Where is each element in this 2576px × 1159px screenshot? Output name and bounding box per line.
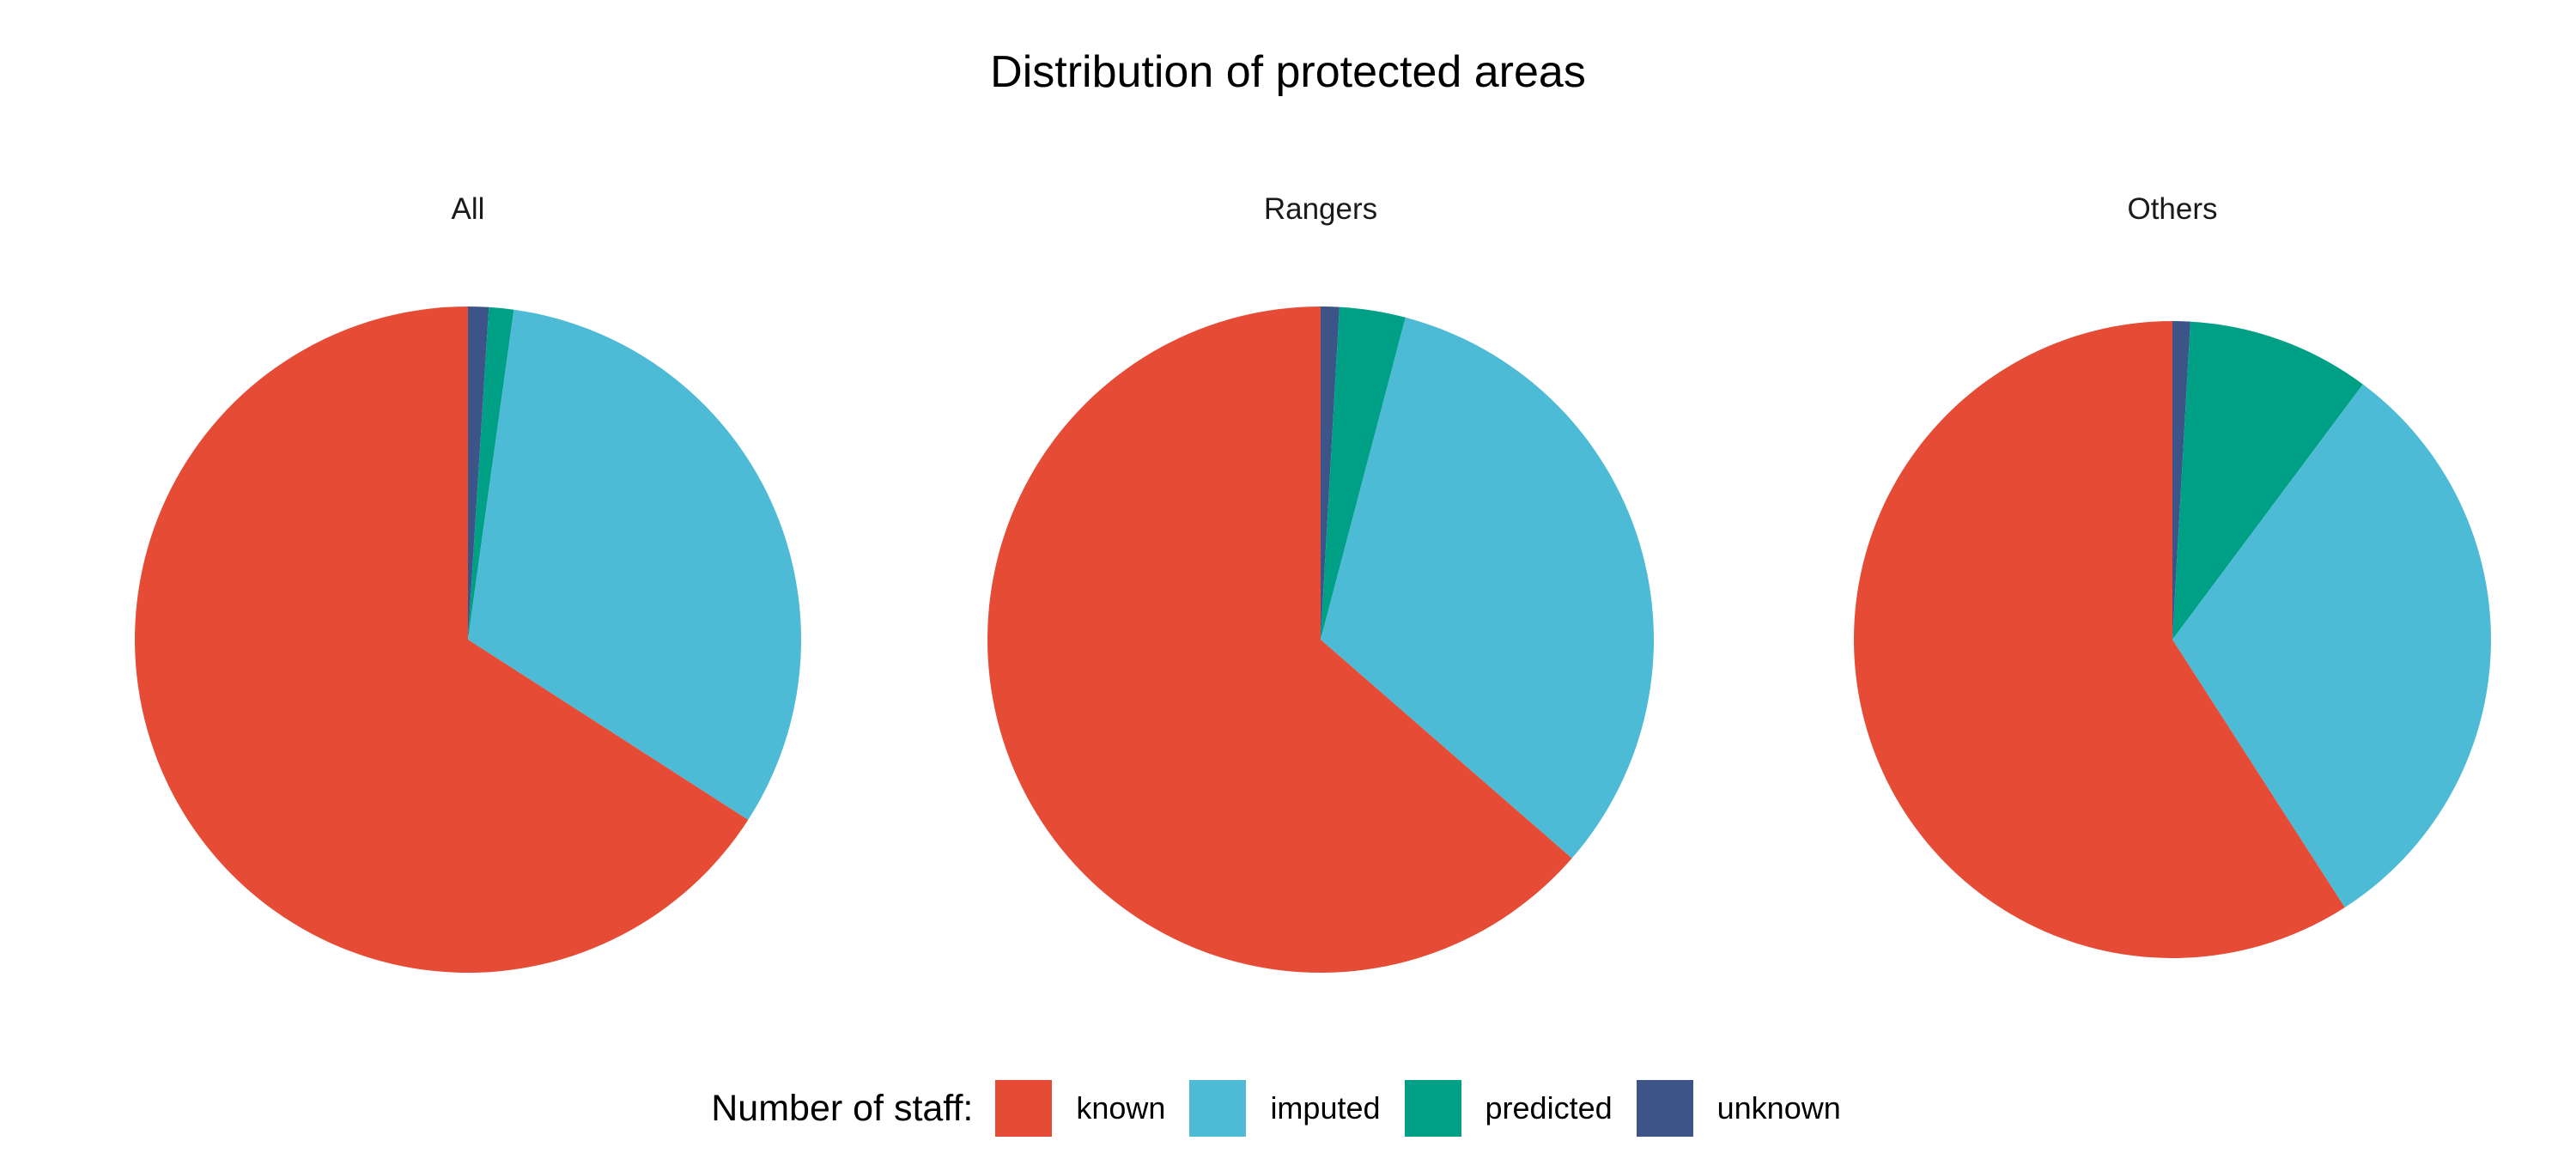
pie-slice-others-unknown xyxy=(2172,321,2190,640)
pie-chart-area: All Rangers Others xyxy=(135,192,2491,973)
pie-slice-all-known xyxy=(135,306,749,973)
pie-slice-rangers-known xyxy=(987,306,1572,973)
pie-slice-rangers-imputed xyxy=(1321,317,1655,859)
legend-item-known: known xyxy=(995,1080,1165,1137)
pie-slice-all-predicted xyxy=(468,306,514,640)
panel-label-rangers: Rangers xyxy=(1264,192,1377,226)
legend-label-predicted: predicted xyxy=(1485,1090,1613,1126)
pie-slice-all-unknown xyxy=(468,306,489,640)
legend-item-predicted: predicted xyxy=(1404,1080,1613,1137)
panel-label-all: All xyxy=(452,192,485,226)
legend-label-imputed: imputed xyxy=(1270,1090,1381,1126)
pie-slice-rangers-predicted xyxy=(1321,306,1406,640)
pie-slice-others-predicted xyxy=(2172,321,2363,640)
pie-slice-rangers-unknown xyxy=(1321,306,1340,640)
legend-key-unknown xyxy=(1636,1080,1693,1137)
legend: Number of staff: known imputed predicted… xyxy=(0,1077,2576,1139)
legend-label-unknown: unknown xyxy=(1716,1090,1841,1126)
pie-slice-all-imputed xyxy=(468,309,802,820)
legend-key-known xyxy=(995,1080,1053,1137)
pie-slice-others-known xyxy=(1854,321,2345,958)
legend-label-known: known xyxy=(1076,1090,1166,1126)
legend-item-imputed: imputed xyxy=(1189,1080,1381,1137)
legend-title: Number of staff: xyxy=(711,1087,974,1129)
legend-key-imputed xyxy=(1189,1080,1247,1137)
panel-label-others: Others xyxy=(2127,192,2217,226)
legend-key-predicted xyxy=(1404,1080,1461,1137)
chart-title: Distribution of protected areas xyxy=(990,47,1586,97)
legend-item-unknown: unknown xyxy=(1636,1080,1841,1137)
pie-slice-others-imputed xyxy=(2172,384,2491,907)
